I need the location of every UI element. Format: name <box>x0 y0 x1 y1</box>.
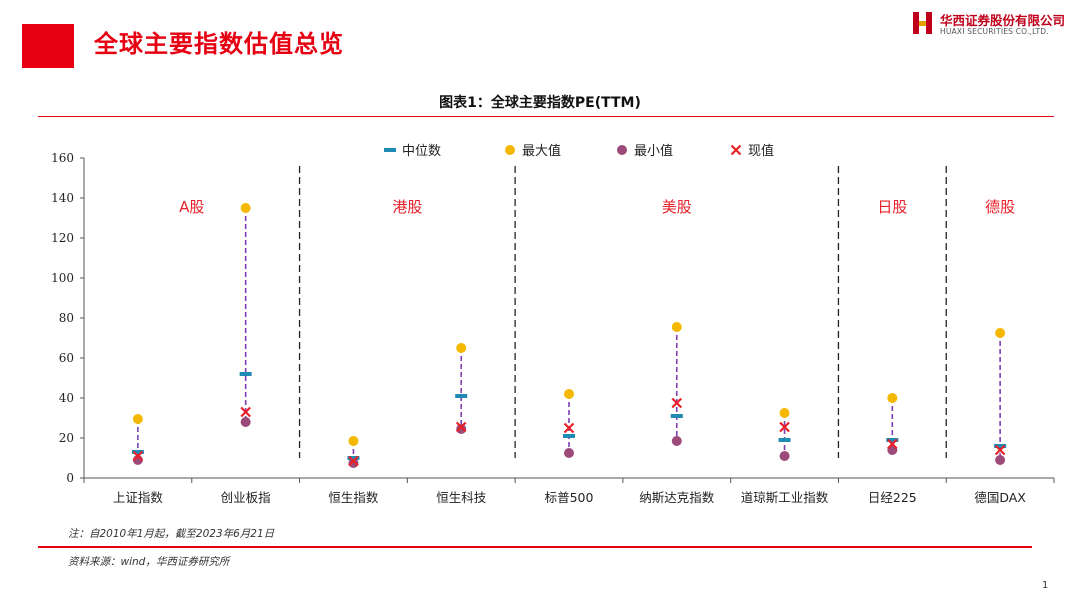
cross-stroke <box>779 421 790 433</box>
group-label: 日股 <box>877 198 907 216</box>
x-tick-label: 纳斯达克指数 <box>639 490 715 505</box>
figure-title: 图表1：全球主要指数PE(TTM) <box>439 95 641 111</box>
footnote: 注：自2010年1月起，截至2023年6月21日 <box>68 528 275 540</box>
max-point <box>564 389 574 399</box>
legend-label: 最大值 <box>522 143 561 159</box>
current-point <box>563 422 575 434</box>
current-point <box>779 421 790 433</box>
current-point <box>132 450 144 462</box>
y-tick-label: 40 <box>59 391 74 405</box>
y-tick-label: 100 <box>51 271 74 285</box>
median-point <box>670 414 683 418</box>
min-point <box>995 455 1006 465</box>
current-point <box>994 444 1006 456</box>
legend-marker <box>384 148 396 152</box>
x-tick-label: 道琼斯工业指数 <box>741 490 829 505</box>
current-point <box>887 438 898 450</box>
max-point <box>348 436 359 446</box>
x-tick-label: 上证指数 <box>113 490 164 505</box>
cross-stroke <box>730 144 742 156</box>
median-point <box>563 434 575 438</box>
footer-divider <box>38 546 1032 548</box>
median-point <box>239 372 252 376</box>
legend-label: 现值 <box>748 143 774 159</box>
y-tick-label: 140 <box>51 191 74 205</box>
title-divider <box>38 116 1054 117</box>
header-red-block <box>22 24 74 68</box>
max-point <box>240 203 251 213</box>
cross-stroke <box>671 397 683 409</box>
max-point <box>132 414 143 424</box>
median-point <box>778 438 791 442</box>
cross-stroke <box>348 455 359 467</box>
y-tick-label: 0 <box>66 471 74 485</box>
page-title: 全球主要指数估值总览 <box>94 30 344 58</box>
logo-text-en: HUAXI SECURITIES CO.,LTD. <box>940 27 1049 36</box>
legend-marker <box>730 144 742 156</box>
legend-label: 最小值 <box>634 143 673 159</box>
cross-stroke <box>240 406 251 418</box>
cross-stroke <box>455 421 467 433</box>
x-tick-label: 标普500 <box>545 490 594 505</box>
group-label: 德股 <box>985 198 1015 216</box>
huaxi-logo-icon <box>913 12 932 34</box>
current-point <box>348 455 359 467</box>
max-point <box>887 393 898 403</box>
median-point <box>886 438 899 442</box>
group-label: 港股 <box>392 198 422 216</box>
current-point <box>455 421 467 433</box>
min-point <box>240 417 251 427</box>
cross-stroke <box>132 450 144 462</box>
min-point <box>779 451 790 461</box>
x-tick-label: 恒生科技 <box>436 490 487 505</box>
y-tick-label: 120 <box>51 231 74 245</box>
min-point <box>348 458 359 468</box>
min-point <box>564 448 574 458</box>
y-tick-label: 160 <box>51 151 74 165</box>
max-point <box>779 408 790 418</box>
max-point <box>456 343 467 353</box>
x-tick-label: 恒生指数 <box>328 490 379 505</box>
page-number: 1 <box>1042 580 1049 591</box>
x-tick-label: 德国DAX <box>974 490 1026 505</box>
logo-text-cn: 华西证券股份有限公司 <box>940 13 1066 28</box>
group-label: A股 <box>179 198 204 216</box>
cross-stroke <box>887 438 898 450</box>
x-tick-label: 创业板指 <box>221 490 271 505</box>
company-logo: 华西证券股份有限公司 HUAXI SECURITIES CO.,LTD. <box>912 10 1072 42</box>
legend-label: 中位数 <box>402 144 441 159</box>
legend-marker <box>617 145 627 155</box>
cross-stroke <box>563 422 575 434</box>
max-point <box>671 322 682 332</box>
median-point <box>347 456 360 460</box>
group-label: 美股 <box>662 198 692 216</box>
current-point <box>671 397 683 409</box>
source-note: 资料来源：wind，华西证券研究所 <box>68 556 230 568</box>
median-point <box>455 394 468 398</box>
min-point <box>456 424 467 434</box>
max-point <box>995 328 1006 338</box>
median-point <box>131 450 144 454</box>
cross-stroke <box>994 444 1006 456</box>
legend-marker <box>505 145 515 155</box>
y-tick-label: 20 <box>59 431 74 445</box>
y-tick-label: 60 <box>59 351 74 365</box>
min-point <box>671 436 682 446</box>
y-tick-label: 80 <box>59 311 74 325</box>
x-tick-label: 日经225 <box>868 490 917 505</box>
median-point <box>994 444 1007 448</box>
current-point <box>240 406 251 418</box>
